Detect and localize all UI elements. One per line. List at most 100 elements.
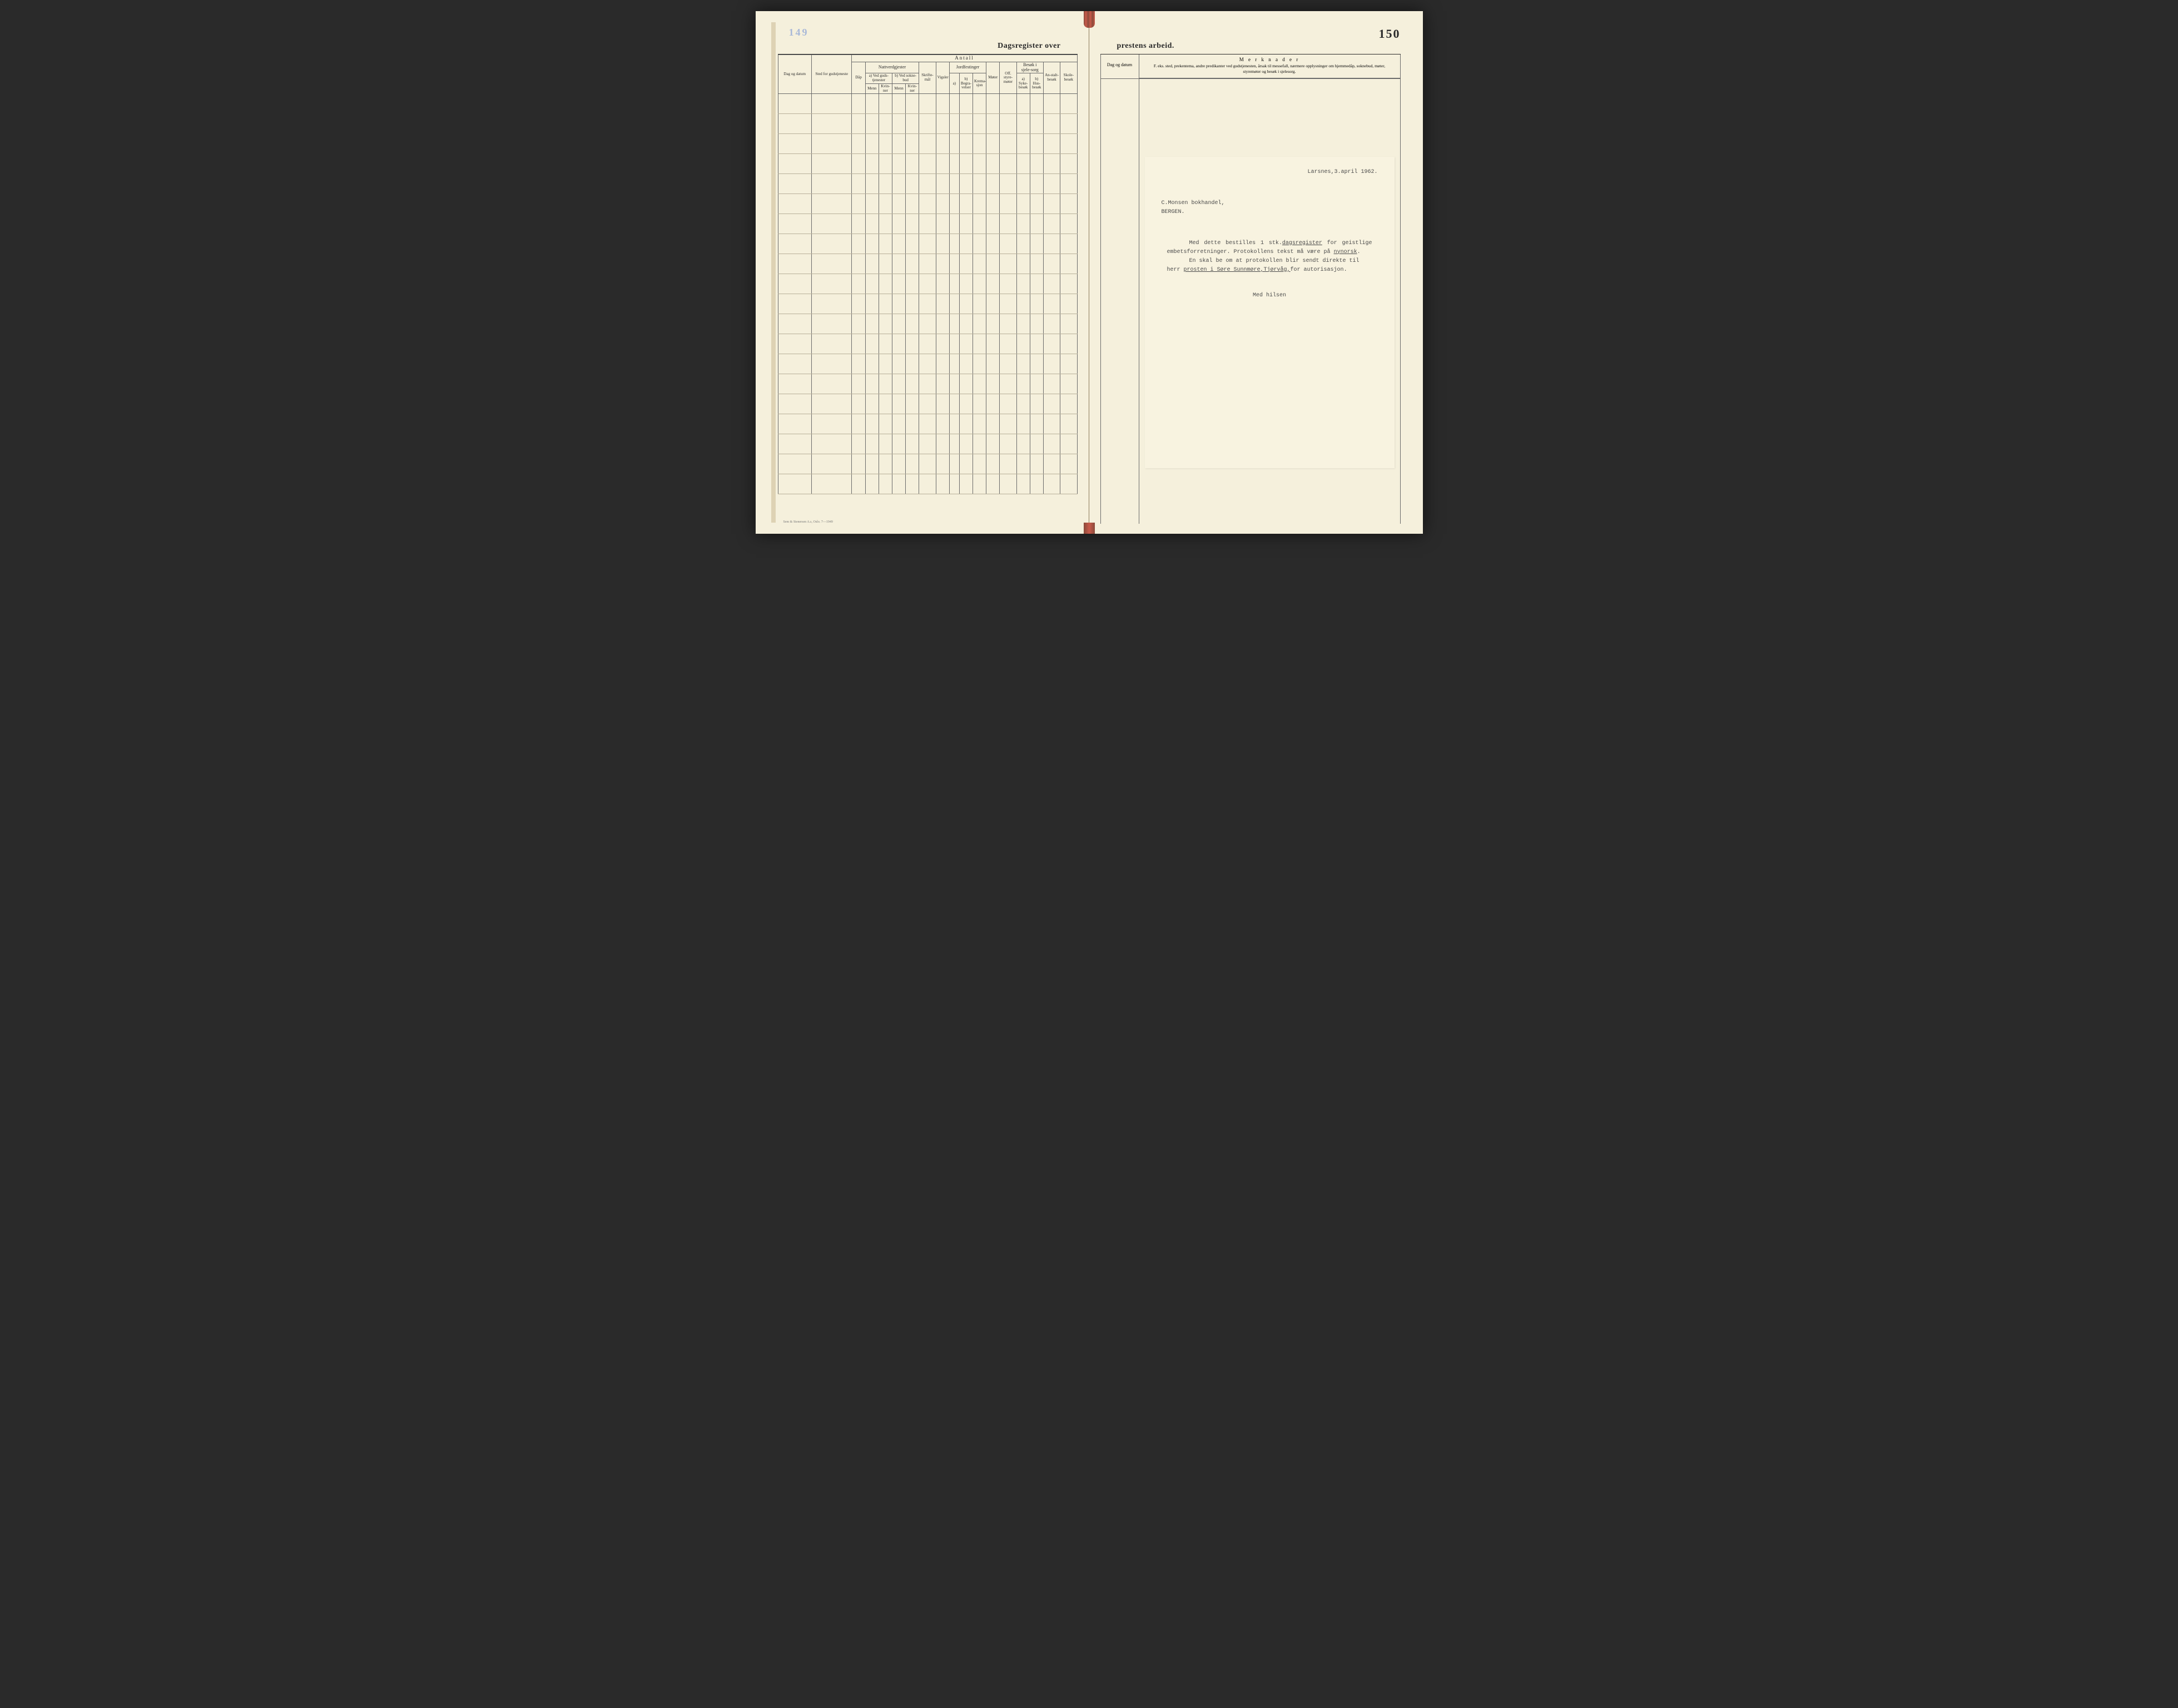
table-cell bbox=[1043, 434, 1060, 454]
table-cell bbox=[778, 314, 811, 334]
table-cell bbox=[1030, 114, 1043, 134]
table-cell bbox=[865, 174, 879, 194]
table-cell bbox=[1030, 474, 1043, 494]
table-cell bbox=[1043, 134, 1060, 154]
table-cell bbox=[1043, 374, 1060, 394]
letter-addr-line2: BERGEN. bbox=[1162, 208, 1378, 217]
table-cell bbox=[919, 194, 936, 214]
table-cell bbox=[1016, 174, 1030, 194]
table-cell bbox=[919, 414, 936, 434]
table-cell bbox=[1060, 414, 1077, 434]
letter-address: C.Monsen bokhandel, BERGEN. bbox=[1162, 199, 1378, 217]
right-table-body: Larsnes,3.april 1962. C.Monsen bokhandel… bbox=[1100, 79, 1401, 524]
table-cell bbox=[936, 274, 949, 294]
table-cell bbox=[778, 394, 811, 414]
table-cell bbox=[919, 294, 936, 314]
table-cell bbox=[906, 454, 919, 474]
table-cell bbox=[865, 374, 879, 394]
table-cell bbox=[959, 214, 973, 234]
table-cell bbox=[865, 134, 879, 154]
table-cell bbox=[811, 314, 852, 334]
table-cell bbox=[906, 194, 919, 214]
table-cell bbox=[811, 174, 852, 194]
table-cell bbox=[892, 154, 906, 174]
table-cell bbox=[1043, 454, 1060, 474]
left-page: 149 Dagsregister over Dag og datum Sted … bbox=[756, 11, 1089, 534]
table-cell bbox=[879, 374, 892, 394]
table-cell bbox=[906, 274, 919, 294]
table-cell bbox=[936, 394, 949, 414]
table-cell bbox=[778, 434, 811, 454]
table-cell bbox=[892, 314, 906, 334]
table-cell bbox=[919, 254, 936, 274]
table-cell bbox=[906, 414, 919, 434]
table-cell bbox=[1030, 234, 1043, 254]
table-cell bbox=[892, 174, 906, 194]
table-cell bbox=[949, 474, 959, 494]
table-cell bbox=[906, 294, 919, 314]
table-cell bbox=[973, 174, 986, 194]
table-cell bbox=[865, 94, 879, 114]
table-cell bbox=[865, 334, 879, 354]
table-cell bbox=[778, 354, 811, 374]
table-cell bbox=[879, 314, 892, 334]
table-cell bbox=[949, 194, 959, 214]
table-cell bbox=[919, 394, 936, 414]
col-nattverd-a: a) Ved guds-tjenester bbox=[865, 73, 892, 83]
table-cell bbox=[1060, 394, 1077, 414]
table-cell bbox=[919, 234, 936, 254]
table-cell bbox=[949, 434, 959, 454]
table-cell bbox=[959, 174, 973, 194]
table-cell bbox=[986, 314, 1000, 334]
table-cell bbox=[1043, 114, 1060, 134]
table-cell bbox=[778, 94, 811, 114]
merknader-title: M e r k n a d e r bbox=[1139, 54, 1400, 63]
table-cell bbox=[879, 474, 892, 494]
letter-underline: dagsregister bbox=[1282, 240, 1322, 246]
letter-addr-line1: C.Monsen bokhandel, bbox=[1162, 199, 1378, 208]
table-cell bbox=[1060, 154, 1077, 174]
table-cell bbox=[906, 474, 919, 494]
table-cell bbox=[1030, 94, 1043, 114]
table-cell bbox=[811, 194, 852, 214]
letter-text: for geistlige bbox=[1322, 240, 1372, 246]
table-cell bbox=[1043, 294, 1060, 314]
table-cell bbox=[811, 234, 852, 254]
table-cell bbox=[811, 414, 852, 434]
table-cell bbox=[949, 294, 959, 314]
table-cell bbox=[852, 194, 865, 214]
letter-text: for autorisasjon. bbox=[1291, 267, 1347, 273]
table-cell bbox=[892, 434, 906, 454]
table-cell bbox=[973, 194, 986, 214]
table-cell bbox=[959, 414, 973, 434]
table-cell bbox=[778, 274, 811, 294]
table-cell bbox=[892, 134, 906, 154]
table-cell bbox=[1000, 454, 1016, 474]
table-cell bbox=[811, 294, 852, 314]
table-cell bbox=[1060, 294, 1077, 314]
table-cell bbox=[973, 134, 986, 154]
table-cell bbox=[879, 134, 892, 154]
table-cell bbox=[778, 154, 811, 174]
table-cell bbox=[1000, 274, 1016, 294]
table-row bbox=[778, 294, 1077, 314]
col-anstalt: An-stalt-besøk bbox=[1043, 62, 1060, 93]
table-cell bbox=[892, 334, 906, 354]
letter-text: Med dette bestilles 1 stk. bbox=[1189, 240, 1282, 246]
table-row bbox=[778, 274, 1077, 294]
col-jordfest-c: Krema-sjon bbox=[973, 73, 986, 94]
table-cell bbox=[1060, 354, 1077, 374]
table-cell bbox=[1030, 434, 1043, 454]
table-cell bbox=[1016, 94, 1030, 114]
table-cell bbox=[1000, 414, 1016, 434]
table-cell bbox=[959, 274, 973, 294]
table-cell bbox=[959, 474, 973, 494]
table-cell bbox=[1030, 194, 1043, 214]
table-cell bbox=[936, 114, 949, 134]
table-cell bbox=[906, 214, 919, 234]
table-cell bbox=[919, 374, 936, 394]
table-cell bbox=[892, 194, 906, 214]
table-cell bbox=[906, 234, 919, 254]
table-row bbox=[778, 94, 1077, 114]
table-cell bbox=[1016, 214, 1030, 234]
